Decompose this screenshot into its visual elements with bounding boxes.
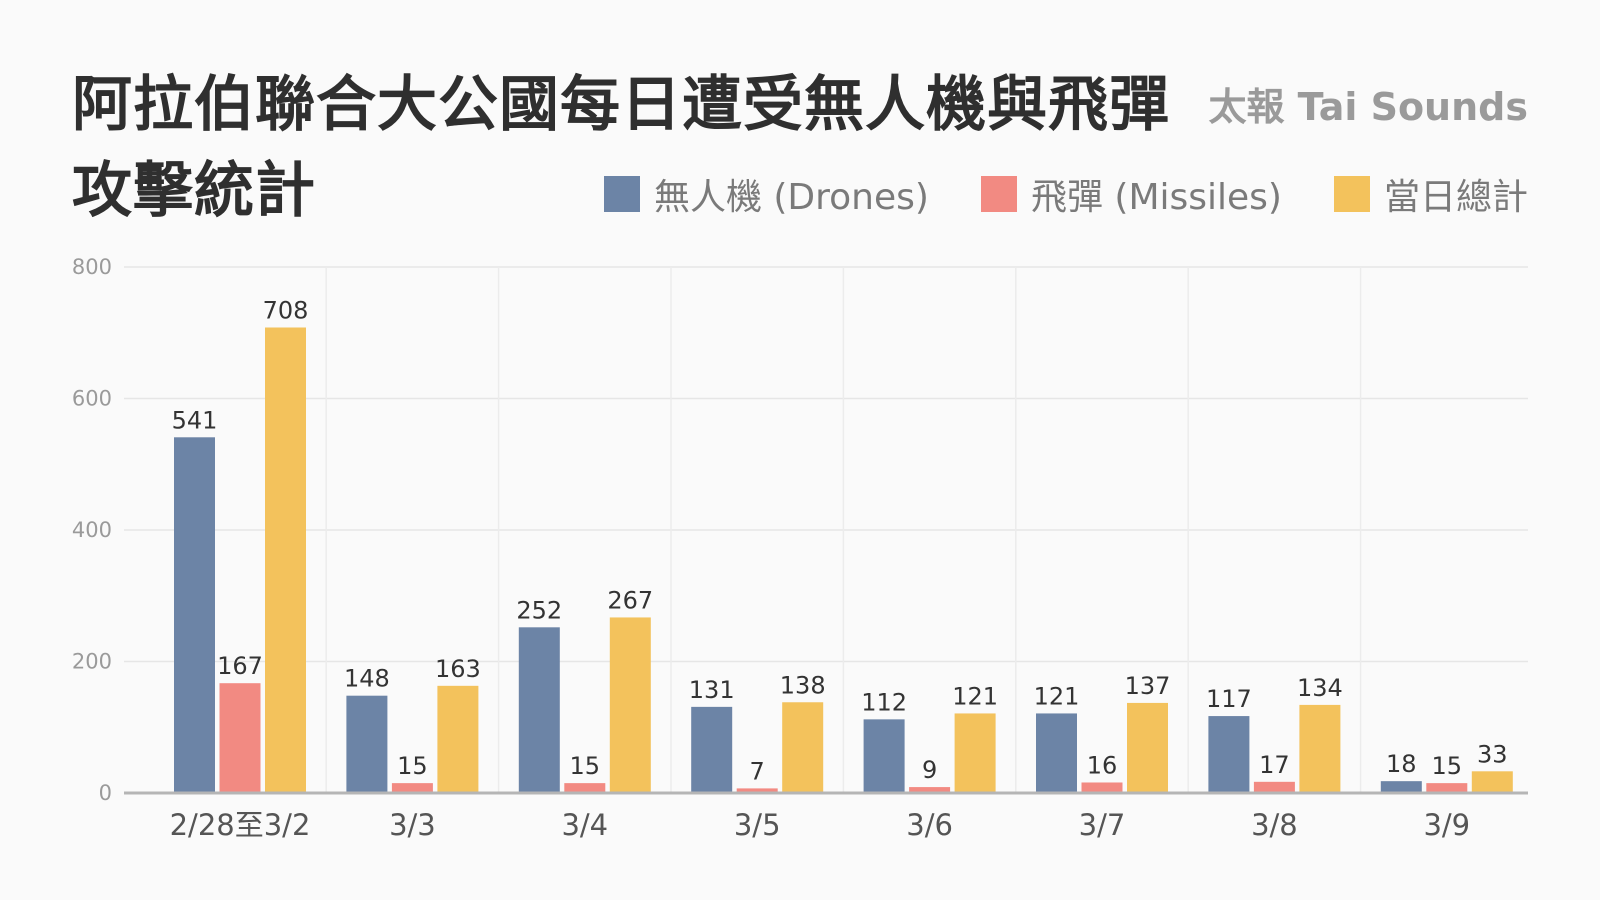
data-label: 131 (689, 676, 735, 704)
data-label: 134 (1297, 674, 1343, 702)
bar (437, 685, 479, 793)
bar (1426, 783, 1468, 793)
data-label: 138 (780, 671, 826, 699)
y-tick-label: 600 (72, 387, 112, 411)
bar (909, 787, 951, 793)
source-brand: 太報 Tai Sounds (1208, 85, 1528, 129)
x-tick-label: 3/9 (1423, 808, 1470, 842)
legend-label-missiles: 飛彈 (Missiles) (1030, 177, 1282, 218)
data-label: 15 (1432, 752, 1463, 780)
bar (736, 788, 778, 793)
bar (1299, 704, 1341, 793)
data-label: 708 (263, 296, 309, 324)
bar (1081, 782, 1123, 793)
bar (518, 627, 560, 793)
data-label: 541 (172, 406, 218, 434)
bar (219, 683, 261, 793)
bar (1380, 781, 1422, 793)
bar (1208, 716, 1250, 793)
x-tick-label: 2/28至3/2 (170, 808, 311, 842)
bar (391, 783, 433, 793)
bar (609, 617, 651, 793)
y-tick-label: 200 (72, 650, 112, 674)
bar (1036, 713, 1077, 793)
y-tick-label: 0 (99, 781, 112, 805)
x-tick-label: 3/6 (906, 808, 953, 842)
data-label: 148 (344, 665, 390, 693)
x-tick-label: 3/4 (561, 808, 608, 842)
x-tick-label: 3/3 (389, 808, 436, 842)
bar (782, 702, 824, 793)
bar (564, 783, 606, 793)
data-label: 15 (570, 752, 601, 780)
x-tick-label: 3/5 (734, 808, 781, 842)
data-label: 167 (217, 652, 263, 680)
bar (863, 719, 905, 793)
data-label: 121 (1034, 682, 1080, 710)
legend-item-drones: 無人機 (Drones) (603, 168, 929, 220)
legend-swatch-missiles (980, 176, 1017, 212)
data-label: 7 (750, 757, 765, 785)
y-tick-label: 400 (72, 518, 112, 542)
bar (1471, 771, 1513, 793)
bar (174, 437, 215, 793)
legend-item-missiles: 飛彈 (Missiles) (980, 168, 1282, 220)
legend-label-drones: 無人機 (Drones) (653, 177, 929, 218)
y-tick-label: 800 (72, 255, 112, 279)
legend: 無人機 (Drones) 飛彈 (Missiles) 當日總計 (603, 168, 1528, 220)
data-label: 9 (922, 756, 937, 784)
bar (691, 706, 733, 793)
data-label: 33 (1477, 740, 1508, 768)
bar (1127, 702, 1168, 793)
data-label: 17 (1259, 751, 1290, 779)
data-label: 18 (1386, 750, 1417, 778)
data-label: 137 (1125, 672, 1171, 700)
data-label: 121 (952, 682, 998, 710)
data-label: 16 (1087, 751, 1118, 779)
legend-item-total: 當日總計 (1333, 168, 1528, 220)
data-label: 117 (1206, 685, 1252, 713)
legend-label-total: 當日總計 (1383, 177, 1528, 218)
data-label: 112 (861, 688, 907, 716)
bar (265, 327, 306, 793)
bar (1253, 781, 1295, 793)
bar (346, 695, 388, 793)
x-tick-label: 3/7 (1079, 808, 1126, 842)
legend-swatch-drones (603, 176, 640, 212)
data-label: 252 (516, 596, 562, 624)
x-tick-label: 3/8 (1251, 808, 1298, 842)
legend-swatch-total (1333, 176, 1370, 212)
bar (954, 713, 996, 793)
data-label: 267 (607, 586, 653, 614)
data-label: 163 (435, 655, 481, 683)
chart-title: 阿拉伯聯合大公國每日遭受無人機與飛彈攻擊統計 (72, 70, 1170, 226)
data-label: 15 (397, 752, 428, 780)
